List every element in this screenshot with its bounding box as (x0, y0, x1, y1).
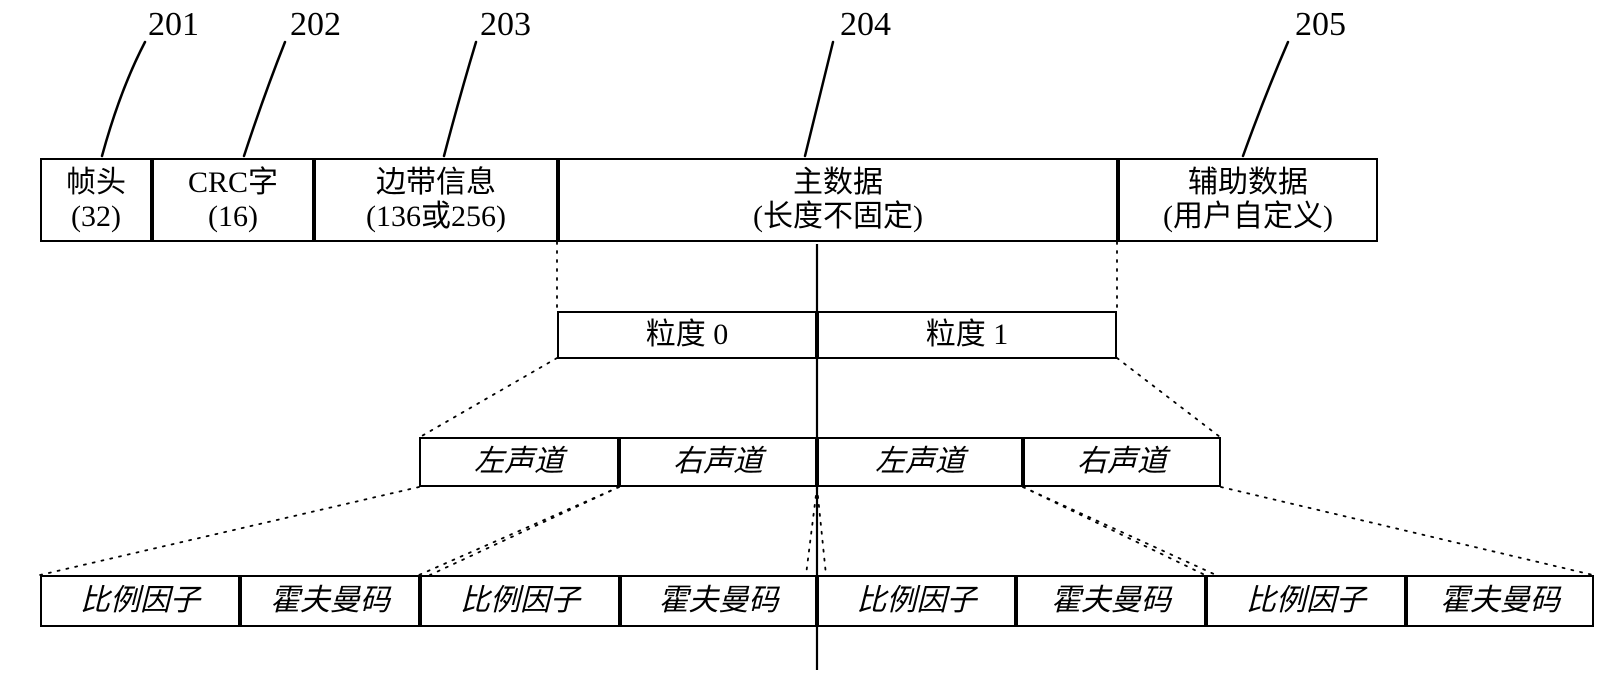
cell-text: 比例因子 (1246, 584, 1366, 619)
diagram-cell: 比例因子 (40, 575, 240, 627)
cell-text: 比例因子 (857, 584, 977, 619)
diagram-cell: 霍夫曼码 (1406, 575, 1594, 627)
expansion-line (419, 487, 619, 575)
diagram-cell: 辅助数据(用户自定义) (1118, 158, 1378, 242)
cell-text: (16) (208, 200, 258, 235)
diagram-cell: 霍夫曼码 (620, 575, 817, 627)
expansion-line (806, 487, 817, 575)
expansion-line (1221, 487, 1593, 575)
diagram-stage: 201202203204205帧头(32)CRC字(16)边带信息(136或25… (0, 0, 1620, 678)
expansion-line (817, 487, 826, 575)
cell-text: (长度不固定) (753, 200, 923, 235)
cell-text: 左声道 (875, 445, 965, 480)
reference-number: 202 (290, 6, 341, 44)
cell-text: 比例因子 (460, 584, 580, 619)
cell-text: 左声道 (474, 445, 564, 480)
diagram-cell: 帧头(32) (40, 158, 152, 242)
diagram-cell: 霍夫曼码 (1016, 575, 1206, 627)
reference-number: 204 (840, 6, 891, 44)
expansion-line (430, 487, 619, 575)
expansion-line (420, 358, 557, 437)
cell-text: 辅助数据 (1188, 166, 1308, 201)
cell-text: 边带信息 (376, 166, 496, 201)
expansion-line (1117, 358, 1220, 437)
diagram-cell: CRC字(16) (152, 158, 314, 242)
diagram-cell: 左声道 (419, 437, 619, 487)
cell-text: 粒度 1 (926, 318, 1009, 353)
diagram-cell: 霍夫曼码 (240, 575, 420, 627)
diagram-cell: 右声道 (1023, 437, 1221, 487)
cell-text: 主数据 (793, 166, 883, 201)
cell-text: CRC字 (188, 166, 278, 201)
diagram-cell: 边带信息(136或256) (314, 158, 558, 242)
expansion-line (1023, 487, 1216, 575)
cell-text: (136或256) (366, 200, 506, 235)
cell-text: 粒度 0 (646, 318, 729, 353)
cell-text: 右声道 (1077, 445, 1167, 480)
diagram-cell: 比例因子 (817, 575, 1016, 627)
expansion-line (40, 487, 419, 575)
reference-number: 201 (148, 6, 199, 44)
cell-text: (32) (71, 200, 121, 235)
diagram-cell: 粒度 1 (817, 311, 1117, 359)
leader-line (1243, 42, 1288, 156)
diagram-cell: 主数据(长度不固定) (558, 158, 1118, 242)
cell-text: 右声道 (673, 445, 763, 480)
expansion-line (1023, 487, 1205, 575)
cell-text: 霍夫曼码 (1440, 584, 1560, 619)
diagram-cell: 比例因子 (1206, 575, 1406, 627)
diagram-cell: 右声道 (619, 437, 817, 487)
diagram-cell: 左声道 (817, 437, 1023, 487)
cell-text: 帧头 (66, 166, 126, 201)
cell-text: 霍夫曼码 (1051, 584, 1171, 619)
diagram-cell: 比例因子 (420, 575, 620, 627)
leader-line (444, 42, 476, 156)
leader-line (102, 42, 145, 156)
cell-text: (用户自定义) (1163, 200, 1333, 235)
reference-number: 203 (480, 6, 531, 44)
leader-line (805, 42, 833, 156)
leader-line (244, 42, 285, 156)
cell-text: 霍夫曼码 (659, 584, 779, 619)
cell-text: 比例因子 (80, 584, 200, 619)
cell-text: 霍夫曼码 (270, 584, 390, 619)
reference-number: 205 (1295, 6, 1346, 44)
diagram-cell: 粒度 0 (557, 311, 817, 359)
